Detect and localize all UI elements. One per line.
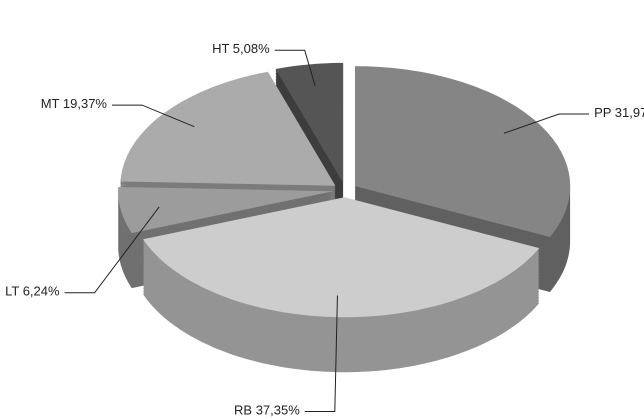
slice bbox=[118, 187, 334, 234]
label-value: 6,24% bbox=[23, 284, 60, 299]
leader-line bbox=[111, 104, 195, 128]
leader-line bbox=[274, 49, 316, 86]
slice bbox=[275, 62, 344, 183]
label-category: HT bbox=[212, 42, 229, 57]
label-category: RB bbox=[234, 403, 252, 418]
label-category: LT bbox=[5, 284, 19, 299]
slice bbox=[143, 197, 540, 318]
leader-line bbox=[304, 295, 338, 412]
data-label: HT 5,08% bbox=[212, 42, 270, 57]
leader-line bbox=[64, 206, 160, 294]
label-category: PP bbox=[594, 105, 611, 120]
label-value: 5,08% bbox=[233, 42, 270, 57]
data-label: RB 37,35% bbox=[234, 403, 300, 418]
leader-line bbox=[503, 113, 590, 134]
data-label: PP 31,97% bbox=[594, 105, 644, 120]
slice bbox=[120, 71, 336, 186]
label-value: 31,97% bbox=[615, 105, 644, 120]
data-label: LT 6,24% bbox=[5, 284, 60, 299]
label-value: 37,35% bbox=[256, 403, 301, 418]
label-category: MT bbox=[41, 97, 60, 112]
label-value: 19,37% bbox=[63, 97, 108, 112]
data-label: MT 19,37% bbox=[41, 97, 108, 112]
slice bbox=[355, 66, 571, 237]
